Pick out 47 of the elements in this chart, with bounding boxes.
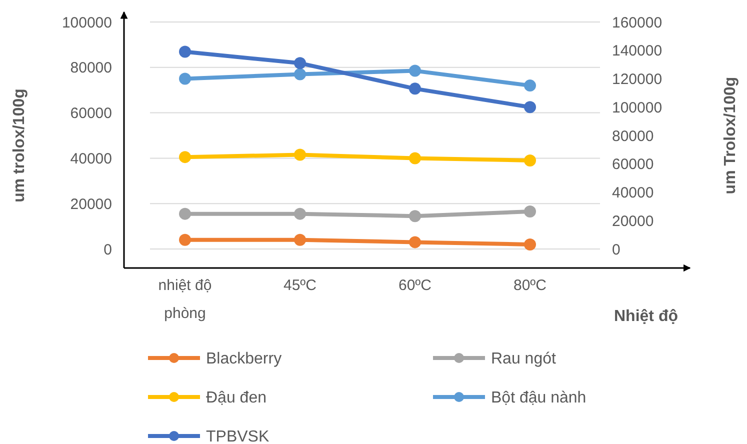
point xyxy=(294,148,306,161)
x-tick-label: 45ºC xyxy=(284,277,317,294)
y-tick-label: 80000 xyxy=(70,60,112,77)
point xyxy=(179,72,191,85)
point xyxy=(524,206,536,218)
point xyxy=(179,46,191,58)
point xyxy=(524,80,536,92)
y-axis-title: um trolox/100g xyxy=(11,88,28,202)
y2-tick-label: 20000 xyxy=(612,212,654,230)
y2-tick-label: 100000 xyxy=(612,99,662,116)
x-tick-label: 60ºC xyxy=(398,277,432,294)
point xyxy=(524,154,536,166)
y2-tick-label: 0 xyxy=(612,241,620,258)
x-tick-label: 80ºC xyxy=(514,277,547,294)
y2-axis-title: um Trolox/100g xyxy=(722,76,739,194)
point xyxy=(409,210,421,222)
y2-tick-label: 80000 xyxy=(612,128,654,145)
point xyxy=(294,234,306,246)
point xyxy=(294,68,306,80)
point xyxy=(409,64,421,77)
legend-label: Blackberry xyxy=(206,350,282,368)
point xyxy=(294,208,306,220)
y-tick-label: 40000 xyxy=(70,150,112,168)
legend-label: Đậu đen xyxy=(206,390,266,407)
y2-tick-label: 120000 xyxy=(612,71,662,88)
y-tick-label: 60000 xyxy=(70,105,112,122)
legend-label: Bột đậu nành xyxy=(491,390,586,407)
y-tick-label: 20000 xyxy=(70,196,112,213)
point xyxy=(179,208,191,220)
y2-tick-label: 140000 xyxy=(612,42,662,60)
y-tick-label: 0 xyxy=(104,241,112,258)
legend-label: TPBVSK xyxy=(206,428,270,444)
point xyxy=(179,151,191,164)
y-tick-label: 100000 xyxy=(62,14,112,32)
y2-tick-label: 160000 xyxy=(612,14,662,32)
point xyxy=(294,57,306,70)
y2-tick-label: 40000 xyxy=(612,184,654,202)
point xyxy=(179,234,191,246)
point xyxy=(524,101,536,114)
point xyxy=(409,152,421,164)
legend-label: Rau ngót xyxy=(491,350,556,368)
point xyxy=(524,238,536,250)
point xyxy=(409,82,421,95)
x-axis-title: Nhiệt độ xyxy=(614,308,678,325)
point xyxy=(409,236,421,248)
x-tick-label: nhiệt độ phòng xyxy=(158,277,212,322)
y2-tick-label: 60000 xyxy=(612,156,654,174)
